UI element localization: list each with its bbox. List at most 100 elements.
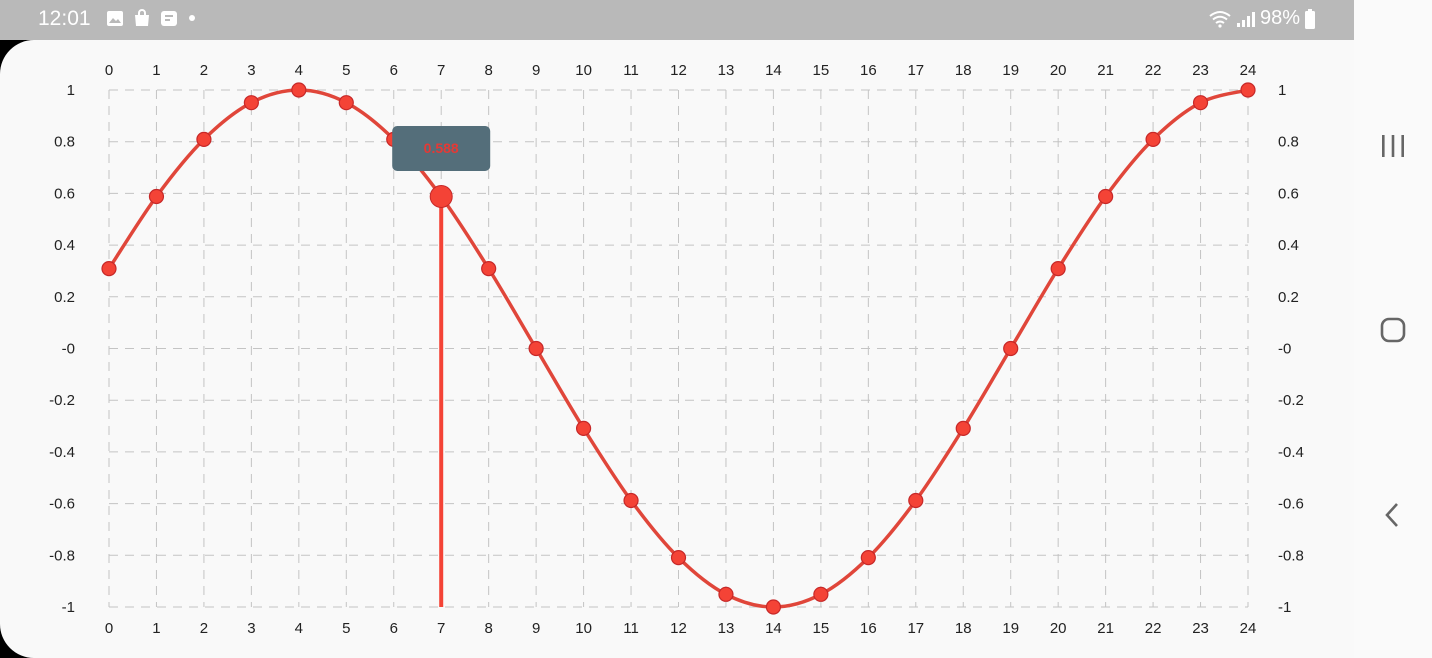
x-tick-label-top: 5 [342, 62, 350, 79]
x-tick-label-bottom: 0 [105, 620, 113, 637]
x-tick-label-top: 10 [575, 62, 592, 79]
x-tick-label-bottom: 3 [247, 620, 255, 637]
x-tick-label-top: 18 [955, 62, 972, 79]
x-tick-label-top: 24 [1240, 62, 1257, 79]
data-point [955, 420, 971, 436]
data-point [528, 340, 544, 357]
x-tick-label-bottom: 9 [532, 620, 540, 637]
x-tick-label-top: 20 [1050, 62, 1067, 79]
y-tick-label-right: -0.2 [1278, 392, 1304, 409]
data-point [908, 492, 924, 509]
x-tick-label-top: 3 [247, 62, 255, 79]
data-point [1192, 95, 1209, 111]
chart-screen: 0 0 1 1 2 2 3 3 4 4 5 5 6 6 7 7 8 8 9 9 10 10 11 11 12 12 13 13 14 14… [0, 40, 1354, 658]
data-point [575, 420, 592, 436]
gallery-icon [107, 10, 123, 26]
highlighted-data-point [429, 185, 453, 209]
x-tick-label-top: 4 [295, 62, 303, 79]
y-tick-label-right: 1 [1278, 82, 1286, 99]
x-tick-label-top: 9 [532, 62, 540, 79]
recent-apps-icon [1382, 135, 1404, 157]
x-tick-label-bottom: 13 [718, 620, 735, 637]
data-point [718, 586, 734, 602]
x-tick-label-bottom: 5 [342, 620, 350, 637]
x-tick-label-top: 2 [200, 62, 208, 79]
x-tick-label-top: 23 [1192, 62, 1209, 79]
x-tick-label-top: 7 [437, 62, 445, 79]
x-tick-label-bottom: 8 [484, 620, 492, 637]
x-tick-label-top: 17 [907, 62, 924, 79]
x-tick-label-bottom: 10 [575, 620, 592, 637]
y-tick-label-right: -0.6 [1278, 496, 1304, 513]
x-tick-label-top: 15 [813, 62, 830, 79]
back-icon [1385, 503, 1398, 527]
y-tick-label-right: 0.4 [1278, 237, 1299, 254]
x-tick-label-bottom: 21 [1097, 620, 1114, 637]
data-point [1145, 131, 1161, 147]
y-tick-label-right: 0.8 [1278, 134, 1299, 151]
x-tick-label-top: 12 [670, 62, 687, 79]
y-tick-label-left: 0.6 [54, 185, 75, 202]
data-point [1240, 82, 1256, 98]
x-tick-label-top: 8 [484, 62, 492, 79]
line-chart[interactable]: 0011223344556677889910101111121213131414… [0, 40, 1354, 658]
x-tick-label-bottom: 16 [860, 620, 877, 637]
y-tick-label-left: 0.4 [54, 237, 75, 254]
x-tick-label-top: 16 [860, 62, 877, 79]
data-point [1098, 188, 1114, 205]
y-tick-label-left: 1 [67, 82, 75, 99]
data-point [481, 261, 497, 277]
x-tick-label-bottom: 1 [152, 620, 160, 637]
y-tick-label-left: -0.8 [49, 547, 75, 564]
status-time: 12:01 [38, 7, 91, 30]
recent-apps-button[interactable] [1354, 116, 1432, 176]
battery-percent: 98% [1259, 7, 1300, 29]
y-tick-label-left: -0 [62, 341, 75, 358]
y-tick-label-right: 0.6 [1278, 185, 1299, 202]
y-tick-label-right: -0.4 [1278, 444, 1304, 461]
y-tick-label-left: -1 [62, 599, 75, 616]
data-point [338, 95, 354, 111]
notification-dot-icon [189, 15, 195, 21]
status-bar: 12:01 98% [0, 0, 1354, 40]
data-point [860, 550, 876, 566]
data-point [243, 95, 259, 111]
x-tick-label-top: 13 [718, 62, 735, 79]
data-point [196, 131, 212, 147]
tooltip-value: 0.588 [424, 140, 459, 156]
x-tick-label-bottom: 23 [1192, 620, 1209, 637]
x-tick-label-bottom: 24 [1240, 620, 1257, 637]
x-tick-label-bottom: 17 [907, 620, 924, 637]
x-tick-label-bottom: 20 [1050, 620, 1067, 637]
x-tick-label-top: 14 [765, 62, 782, 79]
x-tick-label-bottom: 18 [955, 620, 972, 637]
x-tick-label-top: 22 [1145, 62, 1162, 79]
x-tick-label-bottom: 22 [1145, 620, 1162, 637]
y-tick-label-left: 0.8 [54, 134, 75, 151]
x-tick-label-top: 1 [152, 62, 160, 79]
data-point [291, 82, 307, 98]
x-tick-label-top: 6 [390, 62, 398, 79]
signal-icon [1236, 11, 1255, 27]
home-button[interactable] [1354, 300, 1432, 360]
x-tick-label-bottom: 6 [390, 620, 398, 637]
y-tick-label-right: 0.2 [1278, 289, 1299, 306]
data-point [623, 492, 639, 509]
y-tick-label-left: 0.2 [54, 289, 75, 306]
x-tick-label-bottom: 14 [765, 620, 782, 637]
back-button[interactable] [1354, 485, 1432, 545]
navigation-bar [1354, 0, 1432, 658]
y-tick-label-left: -0.4 [49, 444, 75, 461]
y-tick-label-right: -1 [1278, 599, 1291, 616]
x-tick-label-top: 19 [1002, 62, 1019, 79]
tooltip-box [392, 126, 491, 171]
y-tick-label-right: -0 [1278, 341, 1291, 358]
data-point [1003, 340, 1019, 357]
data-point [765, 599, 782, 615]
x-tick-label-bottom: 4 [295, 620, 303, 637]
wifi-icon [1209, 10, 1231, 28]
x-tick-label-bottom: 15 [813, 620, 830, 637]
data-point [148, 188, 165, 205]
x-tick-label-bottom: 12 [670, 620, 687, 637]
x-tick-label-top: 11 [623, 62, 639, 79]
